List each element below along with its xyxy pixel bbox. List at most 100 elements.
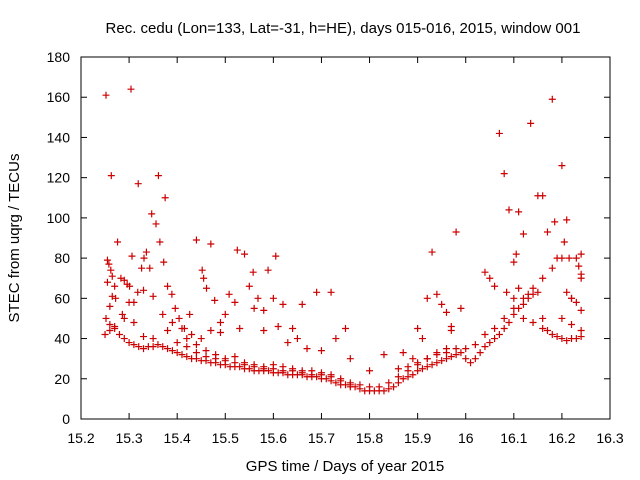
x-tick-label: 15.2 bbox=[67, 430, 94, 446]
data-point bbox=[140, 254, 148, 262]
data-point bbox=[539, 274, 547, 282]
data-point bbox=[221, 310, 229, 318]
data-point bbox=[101, 331, 109, 339]
y-tick-label: 60 bbox=[54, 290, 70, 306]
data-point bbox=[156, 238, 164, 246]
data-point bbox=[245, 365, 253, 373]
data-point bbox=[346, 381, 354, 389]
data-point bbox=[260, 327, 268, 335]
data-point bbox=[534, 288, 542, 296]
data-point bbox=[265, 367, 273, 375]
data-point bbox=[102, 91, 110, 99]
data-point bbox=[128, 252, 136, 260]
x-tick-label: 16.1 bbox=[500, 430, 527, 446]
data-point bbox=[298, 369, 306, 377]
y-tick-label: 40 bbox=[54, 331, 70, 347]
x-tick-label: 15.5 bbox=[212, 430, 239, 446]
data-point bbox=[106, 320, 114, 328]
data-point bbox=[260, 365, 268, 373]
data-point bbox=[414, 325, 422, 332]
data-point bbox=[486, 274, 494, 282]
data-point bbox=[529, 318, 537, 326]
axis-ticks: 15.2 15.3 15.4 15.5 15.6 15.7 15.8 15.9 16 16.1 16… bbox=[47, 49, 624, 446]
data-point bbox=[543, 327, 551, 335]
data-point bbox=[120, 314, 128, 322]
data-point bbox=[154, 341, 162, 349]
data-point bbox=[519, 230, 527, 238]
data-point bbox=[572, 335, 580, 343]
data-point bbox=[250, 363, 258, 371]
data-point bbox=[313, 288, 321, 296]
data-point bbox=[183, 353, 191, 361]
data-point bbox=[495, 331, 503, 339]
data-point bbox=[114, 238, 122, 246]
x-tick-label: 16.3 bbox=[596, 430, 623, 446]
data-point bbox=[560, 238, 568, 246]
data-point bbox=[221, 355, 229, 363]
data-point bbox=[164, 327, 172, 335]
data-point bbox=[529, 284, 537, 292]
data-point bbox=[120, 276, 128, 284]
data-point bbox=[178, 325, 186, 332]
data-point bbox=[428, 248, 436, 256]
data-point bbox=[462, 345, 470, 353]
data-point bbox=[527, 119, 535, 127]
data-point bbox=[414, 367, 422, 375]
x-axis-title: GPS time / Days of year 2015 bbox=[246, 458, 444, 475]
data-point bbox=[111, 282, 119, 290]
data-point bbox=[225, 290, 233, 298]
y-tick-label: 160 bbox=[47, 89, 71, 105]
data-point bbox=[452, 345, 460, 353]
data-point bbox=[327, 288, 335, 296]
data-point bbox=[125, 339, 133, 347]
data-point bbox=[433, 351, 441, 359]
data-point bbox=[409, 371, 417, 379]
data-point bbox=[149, 335, 157, 343]
x-tick-label: 15.4 bbox=[164, 430, 191, 446]
y-axis-title: STEC from uqrg / TECUs bbox=[6, 154, 23, 323]
data-point bbox=[175, 314, 183, 322]
data-point bbox=[565, 254, 573, 262]
data-point bbox=[171, 304, 179, 312]
data-point bbox=[442, 308, 450, 316]
data-point bbox=[510, 294, 518, 302]
data-point bbox=[558, 335, 566, 343]
data-point bbox=[254, 294, 262, 302]
data-point bbox=[399, 375, 407, 383]
data-point bbox=[186, 310, 194, 318]
data-point bbox=[233, 246, 241, 254]
data-point bbox=[284, 339, 292, 347]
data-point bbox=[149, 343, 157, 351]
data-point bbox=[161, 194, 169, 202]
data-point bbox=[457, 304, 465, 312]
data-point bbox=[423, 363, 431, 371]
data-point bbox=[112, 294, 120, 302]
data-point bbox=[192, 355, 200, 363]
data-point bbox=[135, 343, 143, 351]
data-point bbox=[558, 162, 566, 170]
data-point bbox=[159, 343, 167, 351]
data-point bbox=[390, 383, 398, 391]
data-point bbox=[269, 365, 277, 373]
data-point bbox=[160, 258, 168, 266]
data-point bbox=[279, 300, 287, 308]
data-point bbox=[572, 298, 580, 306]
y-tick-label: 20 bbox=[54, 371, 70, 387]
data-point bbox=[269, 294, 277, 302]
data-point bbox=[130, 318, 138, 326]
data-point bbox=[126, 282, 134, 290]
data-point bbox=[404, 373, 412, 381]
data-point bbox=[140, 286, 148, 294]
data-point bbox=[568, 294, 576, 302]
data-point bbox=[108, 272, 116, 280]
data-point bbox=[548, 264, 556, 272]
data-point bbox=[512, 250, 520, 258]
data-point bbox=[102, 314, 110, 322]
chart-title: Rec. cedu (Lon=133, Lat=-31, h=HE), days… bbox=[106, 20, 581, 37]
data-point bbox=[327, 373, 335, 381]
data-point bbox=[264, 266, 272, 274]
data-point bbox=[127, 85, 135, 93]
data-point bbox=[168, 347, 176, 355]
data-point bbox=[503, 288, 511, 296]
